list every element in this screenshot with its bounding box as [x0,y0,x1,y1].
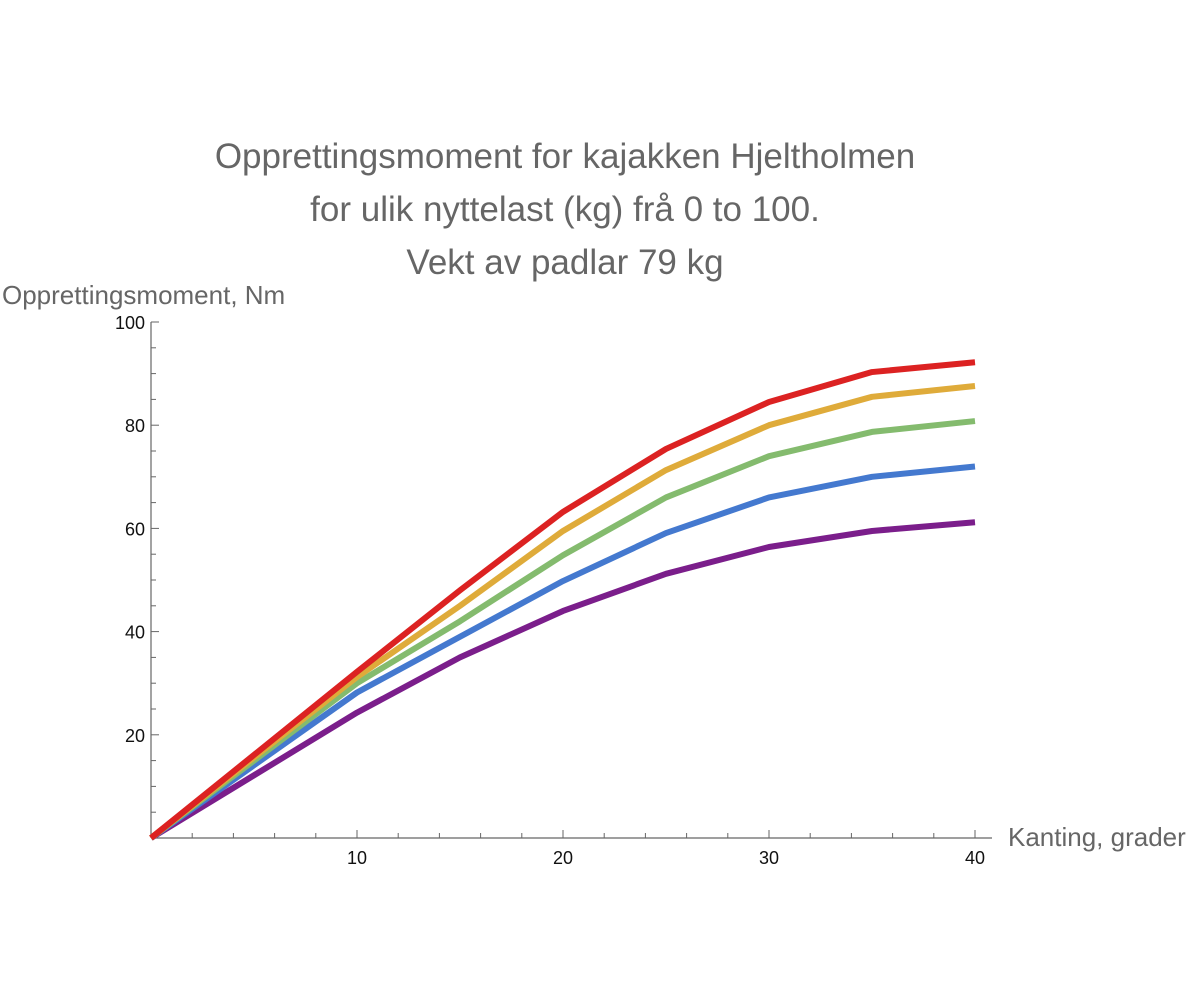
x-tick-label: 10 [347,848,367,868]
x-axis-label: Kanting, grader [1008,822,1186,852]
title-line-1: Opprettingsmoment for kajakken Hjeltholm… [214,137,916,176]
series-line-3 [149,383,976,841]
x-tick-label: 20 [553,848,573,868]
title-line-2: for ulik nyttelast (kg) frå 0 to 100. [310,190,820,229]
series-line-4 [149,359,976,841]
y-tick-label: 20 [125,726,145,746]
y-tick-label: 40 [125,623,145,643]
title-line-3: Vekt av padlar 79 kg [406,243,724,282]
y-tick-label: 60 [125,519,145,539]
x-tick-label: 30 [759,848,779,868]
chart-title: Opprettingsmoment for kajakken Hjeltholm… [0,130,1130,289]
y-tick-label: 80 [125,416,145,436]
series-line-0 [149,519,976,841]
x-tick-label: 40 [965,848,985,868]
series-line-1 [149,463,976,841]
series-line-2 [149,418,976,841]
y-tick-label: 100 [115,313,145,333]
y-axis-label: Opprettingsmoment, Nm [2,280,286,310]
